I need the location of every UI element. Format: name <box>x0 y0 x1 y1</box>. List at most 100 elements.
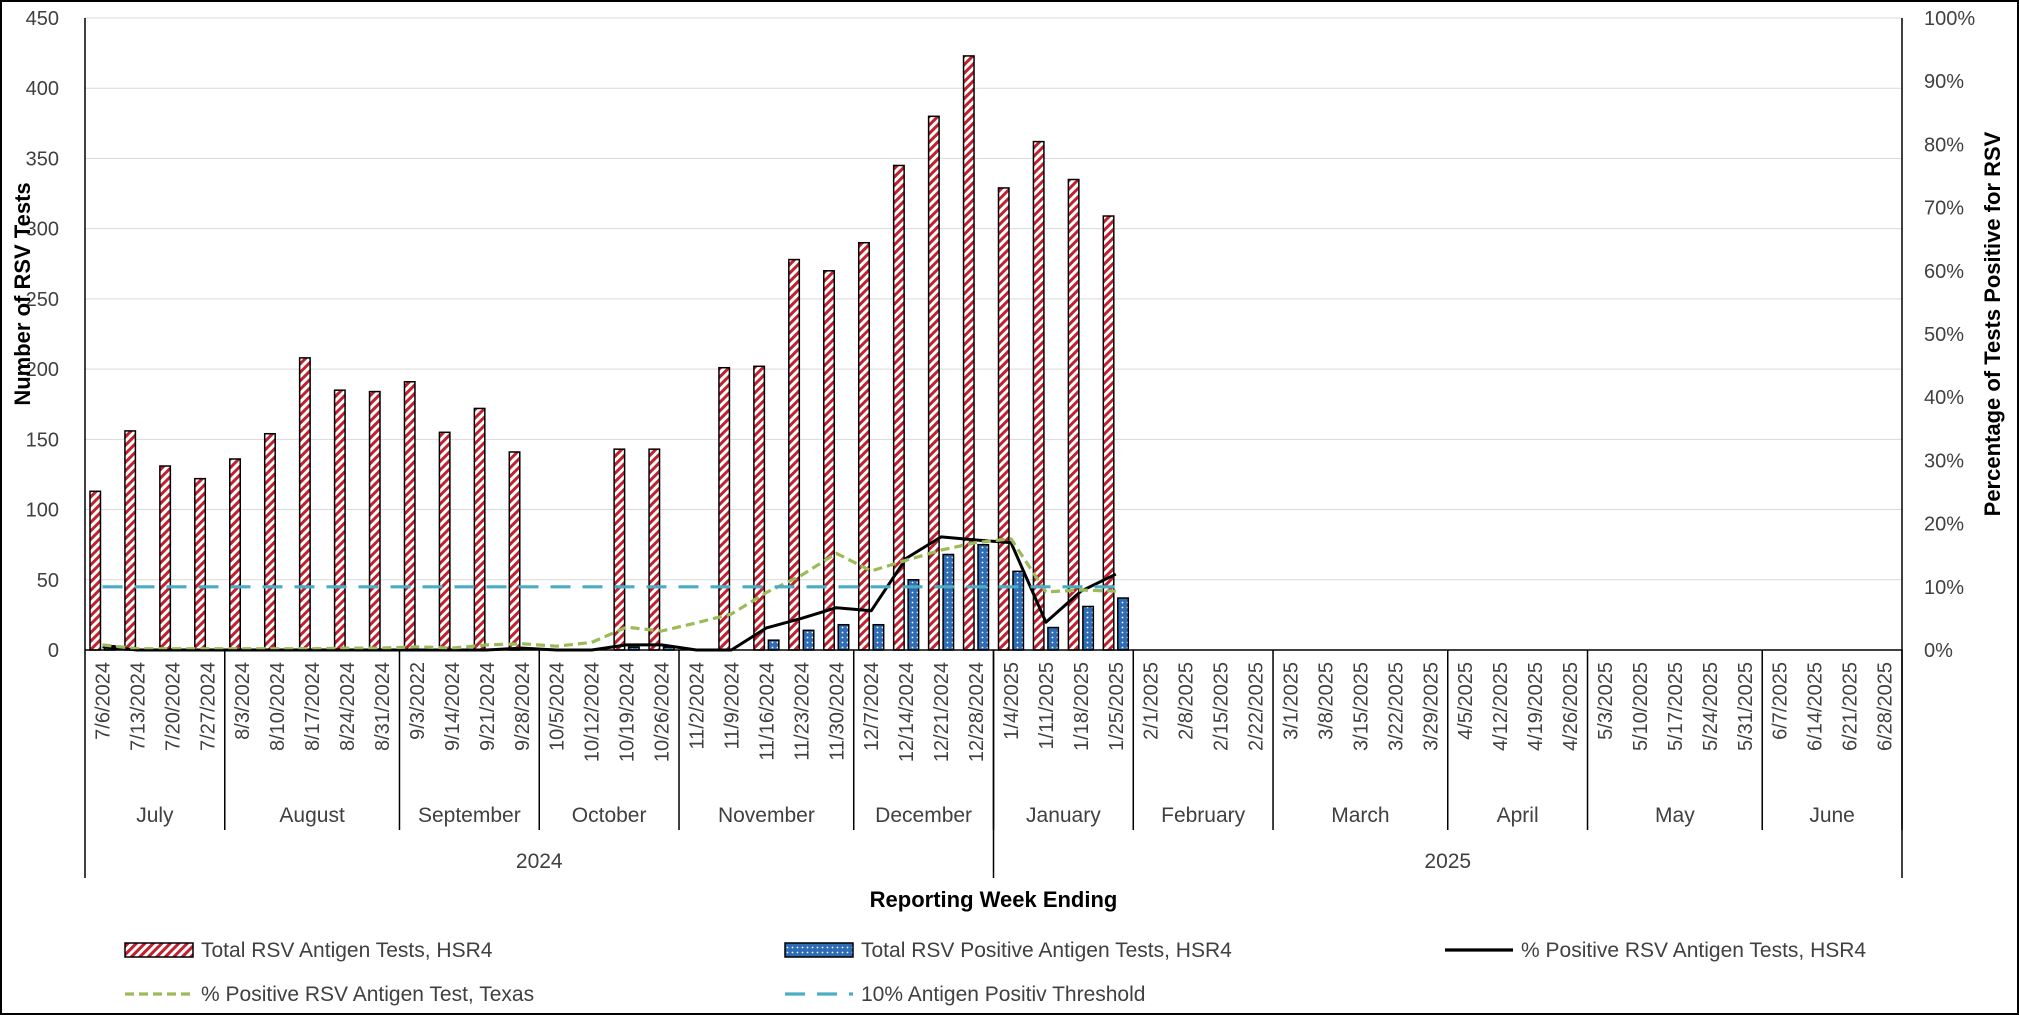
x-tick-label: 9/3/2022 <box>407 662 429 740</box>
x-tick-label: 9/21/2024 <box>477 662 499 751</box>
year-label: 2024 <box>516 850 563 873</box>
bar-total-tests <box>1067 178 1080 651</box>
month-label: May <box>1655 804 1695 827</box>
bar-total-tests <box>229 458 241 651</box>
x-tick-label: 3/8/2025 <box>1315 662 1337 740</box>
y-tick-label: 150 <box>26 429 59 451</box>
gridlines <box>85 17 1902 581</box>
bar-positive-tests <box>837 623 850 651</box>
x-tick-label: 12/7/2024 <box>861 662 883 751</box>
x-tick-label: 5/17/2025 <box>1665 662 1687 751</box>
y-tick-label: 0 <box>48 640 59 662</box>
x-tick-label: 8/31/2024 <box>372 662 394 751</box>
x-tick-label: 10/19/2024 <box>617 662 639 762</box>
y-tick-label: 200 <box>26 359 59 381</box>
bar-positive-tests <box>802 629 815 651</box>
y2-axis-title: Percentage of Tests Positive for RSV <box>1980 131 2005 516</box>
x-tick-label: 9/28/2024 <box>512 662 534 751</box>
legend-label: % Positive RSV Antigen Tests, HSR4 <box>1521 939 1866 962</box>
x-tick-label: 2/22/2025 <box>1246 662 1268 751</box>
legend: Total RSV Antigen Tests, HSR4 Total RSV P… <box>124 939 1866 1006</box>
x-tick-label: 9/14/2024 <box>442 662 464 751</box>
bar-total-tests <box>823 270 836 651</box>
bar-total-tests <box>962 55 975 651</box>
y-tick-label: 400 <box>26 78 59 100</box>
x-tick-label: 6/21/2025 <box>1840 662 1862 751</box>
y-tick-label: 250 <box>26 289 59 311</box>
x-tick-label: 5/10/2025 <box>1630 662 1652 751</box>
x-tick-label: 4/19/2025 <box>1525 662 1547 751</box>
legend-label: % Positive RSV Antigen Test, Texas <box>201 983 534 1006</box>
bar-total-tests <box>997 187 1010 651</box>
y2-tick-label: 50% <box>1924 324 1964 346</box>
x-tick-label: 4/12/2025 <box>1490 662 1512 751</box>
x-tick-label: 3/15/2025 <box>1350 662 1372 751</box>
x-tick-label: 11/23/2024 <box>791 662 813 761</box>
x-tick-label: 7/20/2024 <box>162 662 184 751</box>
month-label: February <box>1161 804 1246 827</box>
x-tick-label: 11/16/2024 <box>756 662 778 761</box>
bars <box>89 55 1130 651</box>
x-tick-label: 10/5/2024 <box>547 662 569 751</box>
x-tick-label: 5/3/2025 <box>1595 662 1617 740</box>
x-tick-label: 2/1/2025 <box>1141 662 1163 740</box>
bar-positive-tests <box>977 543 990 651</box>
bar-total-tests <box>333 389 346 651</box>
x-tick-label: 7/6/2024 <box>92 662 114 740</box>
bar-total-tests <box>298 357 311 651</box>
x-tick-label: 4/26/2025 <box>1560 662 1582 751</box>
x-tick-label: 3/1/2025 <box>1281 662 1303 740</box>
x-tick-label: 2/15/2025 <box>1211 662 1233 751</box>
legend-label: Total RSV Antigen Tests, HSR4 <box>201 939 493 962</box>
y2-tick-label: 90% <box>1924 71 1964 93</box>
bar-total-tests <box>927 115 940 651</box>
month-label: July <box>136 804 174 827</box>
x-tick-label: 8/24/2024 <box>337 662 359 751</box>
legend-label: 10% Antigen Positiv Threshold <box>861 983 1145 1006</box>
bar-total-tests <box>89 490 102 651</box>
y2-tick-label: 80% <box>1924 134 1964 156</box>
bar-total-tests <box>159 465 172 651</box>
x-tick-label: 10/12/2024 <box>582 662 604 762</box>
y-tick-label: 450 <box>26 8 59 30</box>
bar-total-tests <box>718 366 731 651</box>
bar-total-tests <box>788 258 801 651</box>
x-tick-label: 5/31/2025 <box>1735 662 1757 751</box>
bar-total-tests <box>473 407 486 651</box>
y2-tick-label: 70% <box>1924 198 1964 220</box>
bar-total-tests <box>368 390 381 651</box>
x-tick-label: 2/8/2025 <box>1176 662 1198 740</box>
month-label: August <box>279 804 345 827</box>
x-tick-label: 5/24/2025 <box>1700 662 1722 751</box>
x-tick-label: 11/30/2024 <box>826 662 848 761</box>
bar-total-tests <box>857 241 870 651</box>
x-tick-label: 8/10/2024 <box>267 662 289 751</box>
y2-tick-label: 40% <box>1924 387 1964 409</box>
bar-total-tests <box>613 448 626 651</box>
month-label: April <box>1497 804 1539 827</box>
legend-label: Total RSV Positive Antigen Tests, HSR4 <box>861 939 1232 962</box>
y2-tick-label: 30% <box>1924 450 1964 472</box>
x-tick-label: 8/3/2024 <box>232 662 254 740</box>
bar-total-tests <box>263 432 276 651</box>
x-tick-label: 6/7/2025 <box>1770 662 1792 740</box>
month-label: September <box>418 804 521 827</box>
bar-positive-tests <box>1012 570 1025 651</box>
x-axis-title: Reporting Week Ending <box>870 887 1118 912</box>
x-tick-label: 3/29/2025 <box>1420 662 1442 751</box>
x-tick-label: 12/28/2024 <box>966 662 988 762</box>
x-tick-label: 1/11/2025 <box>1036 662 1058 750</box>
legend-swatch <box>784 942 854 958</box>
y2-tick-label: 60% <box>1924 261 1964 283</box>
y2-tick-label: 20% <box>1924 514 1964 536</box>
x-tick-label: 11/2/2024 <box>686 662 708 750</box>
x-tick-label: 1/25/2025 <box>1106 662 1128 751</box>
x-tick-label: 10/26/2024 <box>652 662 674 762</box>
x-tick-label: 12/21/2024 <box>931 662 953 762</box>
bar-positive-tests <box>767 639 780 651</box>
bar-total-tests <box>124 430 137 651</box>
